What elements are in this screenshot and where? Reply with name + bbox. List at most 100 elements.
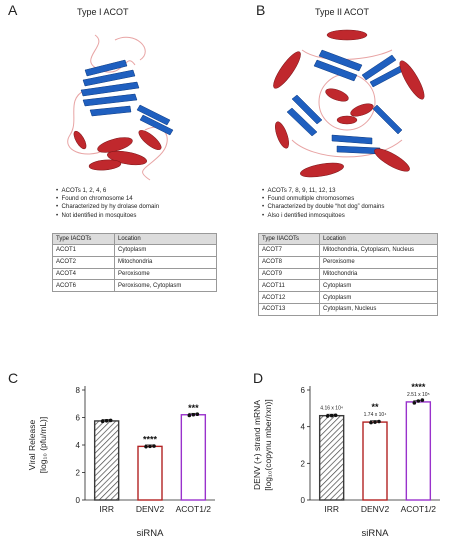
x-axis-label: siRNA: [137, 528, 165, 539]
data-point: [195, 412, 200, 416]
y-tick-label: 6: [301, 386, 306, 395]
data-point: [412, 401, 417, 405]
bar: [93, 420, 120, 501]
chart-c-viral-release: 0 2 4 6 8 Viral Release [log₁₀ (pfu/mL)] IRR DEN…: [27, 386, 215, 539]
y-tick-label: 4: [76, 441, 81, 450]
data-point: [373, 420, 377, 424]
table-row: ACOT1 Cytoplasm: [52, 244, 217, 257]
table-cell: ACOT8: [258, 255, 320, 269]
panel-a-bullet: Not identified in mosquitoes: [56, 212, 236, 220]
table-header-row: Type IIACOTs Location: [258, 233, 438, 245]
table-cell: ACOT6: [52, 279, 115, 293]
y-tick-label: 4: [301, 423, 306, 432]
panel-a-bullets: ACOTs 1, 2, 4, 6 Found on chromosome 14 …: [56, 187, 236, 220]
panel-a-title: Type I ACOT: [77, 7, 129, 17]
table-cell: ACOT4: [52, 267, 115, 281]
y-axis-label-units: [log₁₀ (pfu/mL)]: [38, 417, 48, 473]
table-cell: ACOT7: [258, 244, 320, 257]
table-cell: ACOT13: [258, 302, 320, 316]
y-axis-label: DENV (+) strand mRNA: [252, 400, 262, 490]
table-row: ACOT2 Mitochondria: [52, 255, 217, 269]
y-tick-label: 0: [76, 496, 81, 505]
bar: [318, 414, 345, 501]
table-row: ACOT13 Cytoplasm, Nucleus: [258, 302, 438, 316]
x-tick-label: IRR: [324, 504, 339, 514]
y-tick-label: 2: [301, 459, 306, 468]
significance-label: ****: [143, 434, 158, 444]
data-point: [191, 412, 196, 417]
chart-d-denv-strand: 0 2 4 6 DENV (+) strand mRNA [log₁₀(copynu mb…: [252, 382, 440, 539]
data-point: [100, 419, 105, 424]
panel-letter-d: D: [253, 370, 264, 386]
type-i-acot-structure-image: [67, 34, 174, 181]
y-tick-label: 0: [301, 496, 306, 505]
significance-label: **: [371, 402, 379, 412]
panel-a-bullet: Characterized by hy drolase domain: [56, 203, 236, 211]
significance-label: ****: [411, 382, 426, 392]
y-axis-label-units: [log₁₀(copynu mber/rxn)]: [263, 399, 273, 490]
x-tick-label: ACOT1/2: [176, 504, 212, 514]
table-cell: Mitochondria: [319, 267, 438, 281]
bar: [362, 421, 388, 501]
data-point: [144, 444, 148, 449]
x-tick-label: DENV2: [361, 504, 390, 514]
table-header: Location: [114, 233, 217, 245]
table-cell: ACOT9: [258, 267, 320, 281]
table-header: Type IACOTs: [52, 233, 115, 245]
type-ii-acot-table: Type IIACOTs Location ACOT7 Mitochondria,…: [258, 233, 438, 316]
table-cell: Mitochondria, Cytoplasm, Nucleus: [319, 244, 438, 257]
x-tick-label: IRR: [99, 504, 114, 514]
data-point: [329, 413, 334, 418]
panel-a-bullet: Found on chromosome 14: [56, 195, 236, 203]
panel-a-bullet: ACOTs 1, 2, 4, 6: [56, 187, 236, 195]
significance-label: ***: [188, 403, 199, 413]
data-point: [325, 414, 330, 418]
x-tick-label: ACOT1/2: [401, 504, 437, 514]
table-cell: Mitochondria: [114, 255, 217, 269]
y-tick-label: 6: [76, 414, 81, 423]
table-row: ACOT7 Mitochondria, Cytoplasm, Nucleus: [258, 244, 438, 257]
value-annotation: 4.16 x 10⁴: [320, 406, 343, 412]
table-row: ACOT6 Peroxisome, Cytoplasm: [52, 279, 217, 293]
table-cell: Cytoplasm, Nucleus: [319, 302, 438, 316]
data-point: [148, 444, 152, 449]
y-tick-label: 2: [76, 469, 81, 478]
data-point: [104, 419, 109, 423]
table-header: Location: [319, 233, 438, 245]
table-cell: ACOT1: [52, 244, 115, 257]
panel-b-bullet: Found onmultiple chromosomes: [262, 195, 447, 203]
table-header: Type IIACOTs: [258, 233, 320, 245]
table-cell: Cytoplasm: [114, 244, 217, 257]
table-cell: ACOT12: [258, 291, 320, 304]
data-point: [152, 444, 156, 448]
y-tick-label: 8: [76, 386, 81, 395]
type-ii-acot-structure-image: [273, 29, 425, 178]
data-point: [187, 413, 192, 418]
bar: [405, 401, 432, 501]
bar: [137, 445, 163, 501]
table-header-row: Type IACOTs Location: [52, 233, 217, 245]
type-i-acot-table: Type IACOTs Location ACOT1 Cytoplasm ACOT…: [52, 233, 217, 293]
data-point: [108, 418, 113, 423]
data-point: [420, 398, 425, 402]
value-annotation: 2.51 x 10⁵: [407, 392, 430, 398]
table-row: ACOT4 Peroxisome: [52, 267, 217, 281]
table-row: ACOT12 Cytoplasm: [258, 291, 438, 304]
panel-b-bullet: Characterized by double “hot dog” domain…: [262, 203, 447, 211]
value-annotation: 1.74 x 10⁴: [364, 412, 387, 418]
x-axis-label: siRNA: [362, 528, 390, 539]
table-row: ACOT11 Cytoplasm: [258, 279, 438, 293]
y-axis-label: Viral Release: [27, 420, 37, 471]
data-point: [416, 399, 421, 403]
panel-letter-a: A: [8, 2, 18, 18]
table-row: ACOT8 Peroxisome: [258, 255, 438, 269]
x-tick-label: DENV2: [136, 504, 165, 514]
panel-b-bullet: ACOTs 7, 8, 9, 11, 12, 13: [262, 187, 447, 195]
panel-b-bullet: Also i dentified inmosquitoes: [262, 212, 447, 220]
table-cell: Peroxisome: [114, 267, 217, 281]
bar: [180, 414, 207, 501]
table-cell: Cytoplasm: [319, 279, 438, 293]
panel-b-title: Type II ACOT: [315, 7, 370, 17]
table-cell: Peroxisome: [319, 255, 438, 269]
panel-b-bullets: ACOTs 7, 8, 9, 11, 12, 13 Found onmultip…: [262, 187, 447, 220]
